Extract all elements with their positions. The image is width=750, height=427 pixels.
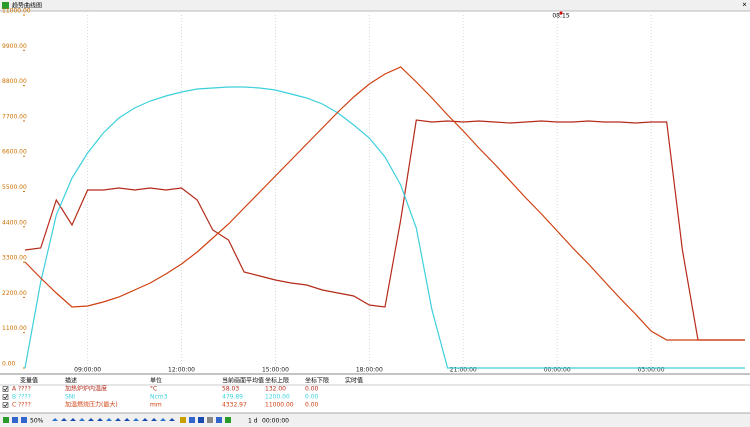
toolbar-button[interactable] — [3, 417, 9, 423]
table-header: 单位 — [150, 377, 162, 385]
close-button[interactable]: ✕ — [742, 2, 747, 9]
toolbar-button[interactable] — [106, 418, 112, 421]
y-tick-label: 9900.00 — [2, 43, 27, 50]
y-tick-label: 8800.00 — [2, 78, 27, 85]
cursor-marker — [559, 11, 563, 15]
x-tick-label: 18:00:00 — [356, 367, 383, 374]
toolbar-button[interactable] — [61, 418, 67, 421]
toolbar-button[interactable] — [169, 418, 175, 421]
row-checkbox[interactable] — [2, 386, 9, 392]
table-cell: B ???? — [12, 394, 31, 401]
table-header: 变量值 — [20, 377, 38, 385]
row-checkbox[interactable] — [2, 394, 9, 400]
table-cell: 132.00 — [265, 386, 286, 393]
y-tick-label: 1100.00 — [2, 325, 27, 332]
series-line — [24, 119, 745, 341]
toolbar-button[interactable] — [79, 418, 85, 421]
toolbar-button[interactable] — [198, 417, 204, 423]
toolbar-button[interactable] — [180, 417, 186, 423]
table-cell: 0.00 — [305, 394, 319, 401]
table-cell: Ncm3 — [150, 394, 168, 401]
row-check — [3, 387, 8, 392]
app-icon — [2, 2, 9, 9]
toolbar-span: 1 d — [248, 418, 258, 425]
toolbar-button[interactable] — [133, 418, 139, 421]
y-tick-label: 7700.00 — [2, 113, 27, 120]
toolbar-button[interactable] — [70, 418, 76, 421]
toolbar-button[interactable] — [142, 418, 148, 421]
toolbar-time: 00:00:00 — [262, 418, 289, 425]
y-tick-label: 6600.00 — [2, 149, 27, 156]
table-cell: 0.00 — [305, 402, 319, 409]
table-header: 实时值 — [345, 377, 363, 385]
table-cell: A ???? — [12, 386, 31, 393]
title-bar — [0, 0, 750, 11]
toolbar-button[interactable] — [124, 418, 130, 421]
y-tick-label: 3300.00 — [2, 255, 27, 262]
x-tick-label: 21:00:00 — [450, 367, 477, 374]
cursor-time: 08:15 — [552, 13, 569, 20]
toolbar-button[interactable] — [52, 418, 58, 421]
table-header: 坐标下限 — [305, 377, 329, 385]
toolbar-button[interactable] — [189, 417, 195, 423]
window-title: 趋势曲线图 — [12, 2, 42, 10]
toolbar-button[interactable] — [115, 418, 121, 421]
legend-entry: 加热炉炉内温度 — [65, 385, 107, 393]
toolbar-button[interactable] — [225, 417, 231, 423]
toolbar-button[interactable] — [151, 418, 157, 421]
row-check — [3, 403, 8, 408]
legend-entry: 加温燃烧压力(最大) — [65, 401, 118, 409]
x-tick-label: 12:00:00 — [168, 367, 195, 374]
table-cell: °C — [150, 386, 157, 393]
series-line — [24, 66, 745, 341]
toolbar — [0, 413, 750, 427]
table-header: 描述 — [65, 377, 77, 385]
y-tick-label: 5500.00 — [2, 184, 27, 191]
toolbar-button[interactable] — [12, 417, 18, 423]
table-cell: 1200.00 — [265, 394, 290, 401]
toolbar-button[interactable] — [160, 418, 166, 421]
x-tick-label: 00:00:00 — [544, 367, 571, 374]
toolbar-zoom: 50% — [30, 418, 44, 425]
table-cell: 0.00 — [305, 386, 319, 393]
row-checkbox[interactable] — [2, 402, 9, 408]
table-header: 当前画面平均值 — [222, 377, 264, 385]
toolbar-button[interactable] — [88, 418, 94, 421]
series-line — [24, 86, 745, 369]
table-cell: 479.89 — [222, 394, 243, 401]
table-cell: 4332.97 — [222, 402, 247, 409]
table-cell: 58.03 — [222, 386, 239, 393]
toolbar-button[interactable] — [21, 417, 27, 423]
x-tick-label: 03:00:00 — [638, 367, 665, 374]
table-cell: C ???? — [12, 402, 31, 409]
table-cell: mm — [150, 402, 162, 409]
x-tick-label: 15:00:00 — [262, 367, 289, 374]
y-tick-label: 4400.00 — [2, 219, 27, 226]
toolbar-button[interactable] — [97, 418, 103, 421]
x-tick-label: 09:00:00 — [74, 367, 101, 374]
y-tick-label: 2200.00 — [2, 290, 27, 297]
y-tick-label: 0.00 — [2, 361, 16, 368]
row-check — [3, 395, 8, 400]
toolbar-button[interactable] — [207, 417, 213, 423]
toolbar-button[interactable] — [216, 417, 222, 423]
table-cell: 11000.00 — [265, 402, 294, 409]
table-header: 坐标上限 — [265, 377, 289, 385]
y-tick-label: 11000.00 — [2, 8, 31, 15]
legend-entry: SNI — [65, 394, 75, 401]
